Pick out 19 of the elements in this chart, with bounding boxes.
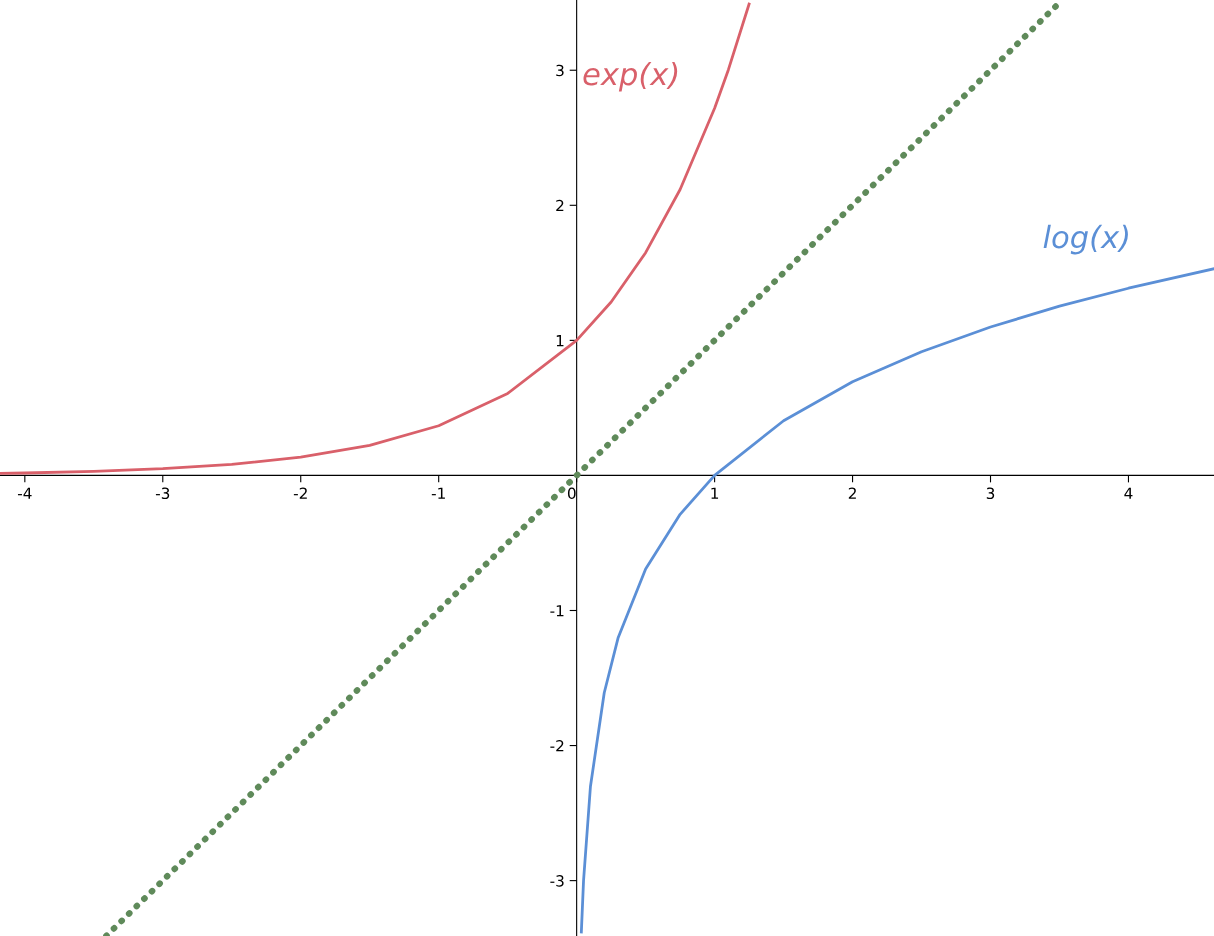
x-tick-label: 3 <box>986 487 995 500</box>
y-tick-label: -1 <box>550 605 564 617</box>
x-tick-label: -1 <box>431 487 445 499</box>
y-tick-label: 1 <box>556 335 564 347</box>
series-label: log(x) <box>1043 224 1128 255</box>
y-tick-label: 3 <box>556 64 564 77</box>
x-tick-label: 4 <box>1124 487 1133 499</box>
x-tick-label: 2 <box>848 487 856 499</box>
y-tick-label: -2 <box>550 740 564 752</box>
x-tick-label: 0 <box>567 487 576 500</box>
line-series <box>579 267 1214 934</box>
series-label: exp(x) <box>583 61 678 92</box>
x-tick-label: -4 <box>17 487 32 499</box>
y-tick-label: -3 <box>550 875 564 887</box>
line-series <box>0 2 751 475</box>
x-tick-label: 1 <box>711 487 719 499</box>
y-tick-label: 2 <box>556 199 564 212</box>
x-tick-label: -2 <box>293 487 307 499</box>
x-tick-label: -3 <box>155 487 170 500</box>
